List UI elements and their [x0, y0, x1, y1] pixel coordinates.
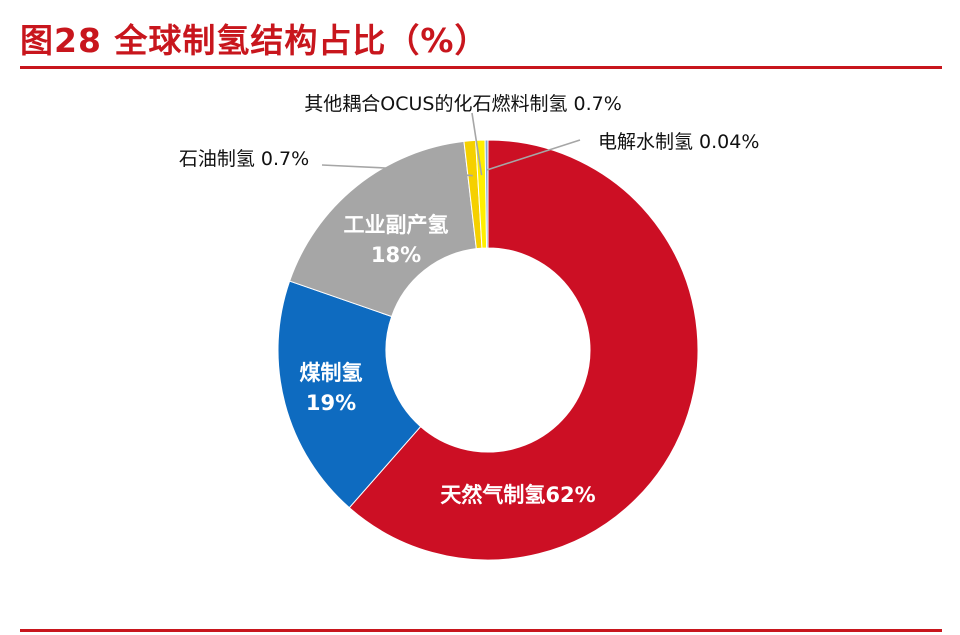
slice-electrolysis [484, 139, 489, 249]
slice-coal [277, 280, 422, 509]
label-industrial-name: 工业副产氢 [344, 213, 449, 237]
slice-industrial-byproduct [289, 140, 477, 318]
slice-natural-gas [348, 139, 699, 561]
label-coal-value: 19% [306, 391, 356, 415]
label-other-ocus: 其他耦合OCUS的化石燃料制氢 0.7% [304, 93, 622, 115]
leader-line-electrolysis [486, 139, 581, 171]
leader-line-petroleum [321, 164, 473, 177]
label-industrial-value: 18% [371, 243, 421, 267]
leader-line-other-ocus [471, 112, 483, 176]
label-electrolysis: 电解水制氢 0.04% [598, 131, 759, 153]
bottom-rule [20, 629, 942, 632]
label-coal-name: 煤制氢 [300, 361, 363, 385]
label-natural-gas: 天然气制氢62% [440, 483, 595, 507]
title-rule [20, 66, 942, 69]
figure-title: 图28 全球制氢结构占比（%） [20, 21, 489, 60]
label-petroleum: 石油制氢 0.7% [179, 148, 309, 170]
